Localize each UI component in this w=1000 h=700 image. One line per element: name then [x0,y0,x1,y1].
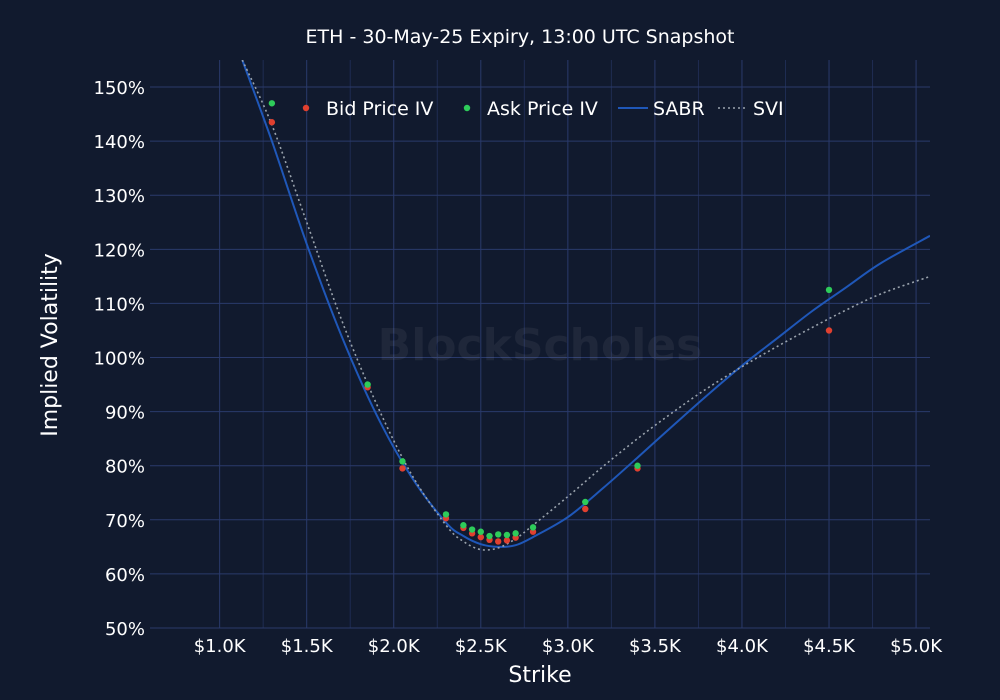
point-ask-price-iv-0[interactable] [268,100,276,107]
point-ask-price-iv-12[interactable] [582,498,589,506]
point-ask-price-iv-9[interactable] [503,531,511,539]
point-bid-price-iv-8[interactable] [495,538,502,545]
legend-label-ask: Ask Price IV [487,98,598,120]
legend-item-sabr[interactable]: SABR [618,98,705,120]
line-svi [241,60,930,551]
y-axis-ticks: 50% 60% 70% 80% 90% 100% 110% 120% 130% 140% 150% [94,78,145,640]
point-ask-price-iv-2[interactable] [399,458,406,465]
y-tick-label-10: 150% [94,78,145,99]
point-bid-price-iv-12[interactable] [582,505,589,513]
point-ask-price-iv-11[interactable] [529,524,537,531]
x-tick-label-6: $4.0K [716,636,769,657]
point-bid-price-iv-9[interactable] [503,537,511,544]
y-tick-label-1: 60% [105,565,145,586]
point-ask-price-iv-14[interactable] [825,286,833,294]
point-ask-price-iv-6[interactable] [477,528,485,535]
point-ask-price-iv-4[interactable] [460,522,467,529]
point-ask-price-iv-7[interactable] [486,532,493,540]
y-tick-label-7: 120% [94,240,145,261]
x-tick-label-2: $2.0K [368,636,421,657]
x-axis-ticks: $1.0K $1.5K $2.0K $2.5K $3.0K $3.5K $4.0K $4.5K… [194,636,944,657]
series-ask-price-iv [268,100,833,540]
legend-marker-bid [302,104,310,112]
point-ask-price-iv-13[interactable] [634,462,641,469]
x-tick-label-4: $3.0K [542,636,595,657]
y-tick-label-0: 50% [105,619,145,640]
legend: Bid Price IV Ask Price IV SABR SVI [302,98,784,120]
x-tick-label-3: $2.5K [455,636,508,657]
watermark-text: BlockScholes [378,320,703,371]
point-ask-price-iv-1[interactable] [364,381,371,388]
line-sabr [241,60,930,548]
legend-label-svi: SVI [753,98,784,120]
point-bid-price-iv-6[interactable] [477,533,485,541]
x-axis-title: Strike [508,663,571,688]
y-axis-title: Implied Volatility [38,253,63,437]
point-bid-price-iv-0[interactable] [268,119,276,126]
legend-label-sabr: SABR [653,98,705,120]
point-ask-price-iv-8[interactable] [495,531,502,538]
legend-marker-ask [463,104,471,112]
legend-label-bid: Bid Price IV [326,98,433,120]
legend-item-bid-price-iv[interactable]: Bid Price IV [302,98,434,120]
point-bid-price-iv-14[interactable] [825,327,833,334]
y-tick-label-8: 130% [94,186,145,207]
y-tick-label-6: 110% [94,294,145,315]
y-tick-label-2: 70% [105,511,145,532]
y-tick-label-9: 140% [94,132,145,153]
point-ask-price-iv-5[interactable] [468,526,476,533]
grid [150,60,930,629]
x-tick-label-7: $4.5K [803,636,856,657]
y-tick-label-3: 80% [105,457,145,478]
y-tick-label-5: 100% [94,349,145,370]
series-layer [241,60,930,551]
point-ask-price-iv-3[interactable] [442,511,450,518]
legend-item-ask-price-iv[interactable]: Ask Price IV [463,98,598,120]
x-tick-label-1: $1.5K [281,636,334,657]
x-tick-label-0: $1.0K [194,636,247,657]
legend-item-svi[interactable]: SVI [718,98,784,120]
point-ask-price-iv-10[interactable] [512,530,519,537]
x-tick-label-8: $5.0K [890,636,943,657]
chart-title: ETH - 30-May-25 Expiry, 13:00 UTC Snapsh… [306,26,735,48]
y-tick-label-4: 90% [105,403,145,424]
point-bid-price-iv-2[interactable] [399,465,406,472]
x-tick-label-5: $3.5K [629,636,682,657]
